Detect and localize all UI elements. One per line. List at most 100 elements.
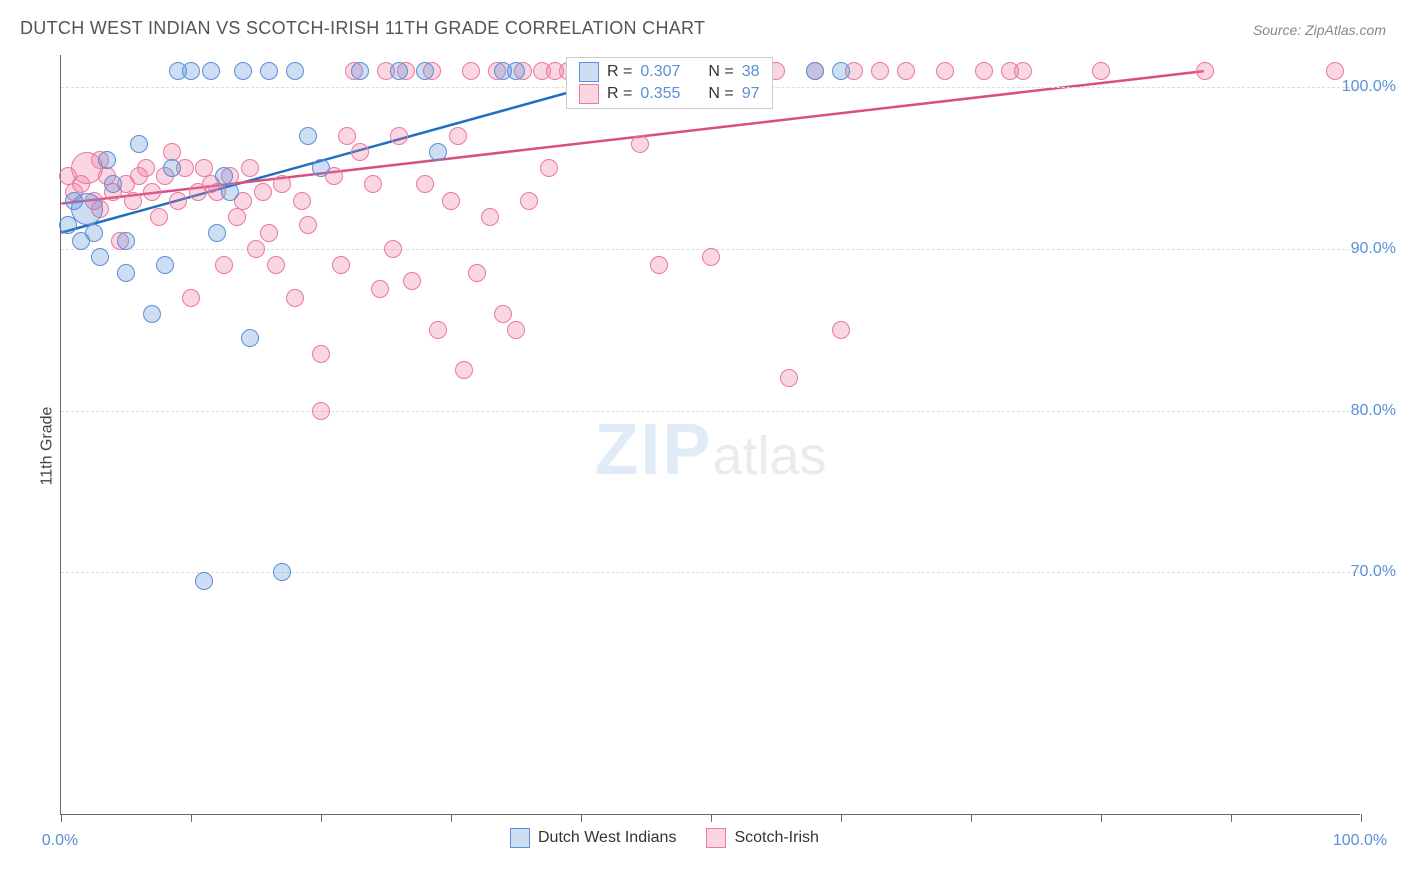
scatter-point-b [182, 289, 200, 307]
scatter-point-a [117, 264, 135, 282]
scatter-point-b [228, 208, 246, 226]
watermark-zip: ZIP [594, 410, 712, 490]
x-tick [1231, 814, 1232, 822]
x-tick [581, 814, 582, 822]
scatter-point-b [702, 248, 720, 266]
scatter-point-b [286, 289, 304, 307]
scatter-point-b [975, 62, 993, 80]
scatter-point-b [462, 62, 480, 80]
scatter-point-b [1014, 62, 1032, 80]
scatter-point-b [650, 256, 668, 274]
scatter-point-b [540, 159, 558, 177]
scatter-point-b [520, 192, 538, 210]
scatter-point-b [332, 256, 350, 274]
gridline-h [61, 572, 1360, 573]
legend-item-a: Dutch West Indians [510, 828, 676, 848]
y-axis-label: 11th Grade [38, 407, 56, 486]
scatter-point-b [1092, 62, 1110, 80]
scatter-point-a [195, 572, 213, 590]
scatter-point-a [104, 175, 122, 193]
legend-swatch-b [579, 84, 599, 104]
scatter-point-b [364, 175, 382, 193]
scatter-point-b [143, 183, 161, 201]
n-label-b: N = [708, 85, 733, 103]
n-value-b: 97 [742, 85, 760, 103]
x-tick-label: 100.0% [1333, 832, 1387, 850]
scatter-point-b [468, 264, 486, 282]
scatter-point-b [293, 192, 311, 210]
x-tick [1101, 814, 1102, 822]
scatter-point-a [156, 256, 174, 274]
scatter-point-b [390, 127, 408, 145]
scatter-point-b [338, 127, 356, 145]
scatter-point-a [312, 159, 330, 177]
scatter-point-a [85, 224, 103, 242]
scatter-point-b [403, 272, 421, 290]
legend-bottom-label-a: Dutch West Indians [538, 829, 676, 847]
r-label-b: R = [607, 85, 632, 103]
x-tick [451, 814, 452, 822]
x-tick [191, 814, 192, 822]
scatter-point-b [241, 159, 259, 177]
scatter-point-a [260, 62, 278, 80]
legend-row-b: R = 0.355 N = 97 [579, 84, 760, 104]
scatter-point-b [150, 208, 168, 226]
scatter-point-a [299, 127, 317, 145]
scatter-point-b [137, 159, 155, 177]
scatter-point-b [260, 224, 278, 242]
watermark-atlas: atlas [712, 426, 826, 486]
scatter-point-a [507, 62, 525, 80]
legend-swatch-a [579, 62, 599, 82]
scatter-point-a [91, 248, 109, 266]
scatter-point-b [312, 402, 330, 420]
x-tick [711, 814, 712, 822]
scatter-point-a [182, 62, 200, 80]
scatter-point-a [806, 62, 824, 80]
scatter-point-b [254, 183, 272, 201]
scatter-point-b [871, 62, 889, 80]
scatter-point-b [455, 361, 473, 379]
x-tick [1361, 814, 1362, 822]
scatter-point-a [163, 159, 181, 177]
chart-title: DUTCH WEST INDIAN VS SCOTCH-IRISH 11TH G… [20, 18, 705, 39]
x-tick [971, 814, 972, 822]
legend-row-a: R = 0.307 N = 38 [579, 62, 760, 82]
scatter-point-b [273, 175, 291, 193]
scatter-point-b [312, 345, 330, 363]
scatter-point-b [449, 127, 467, 145]
watermark: ZIPatlas [594, 409, 826, 491]
y-tick-label: 90.0% [1351, 240, 1396, 258]
scatter-point-b [299, 216, 317, 234]
plot-area: ZIPatlas R = 0.307 N = 38 R = 0.355 N = … [60, 55, 1360, 815]
scatter-point-a [234, 62, 252, 80]
scatter-point-b [169, 192, 187, 210]
scatter-point-a [416, 62, 434, 80]
r-value-b: 0.355 [640, 85, 680, 103]
scatter-point-a [130, 135, 148, 153]
gridline-h [61, 411, 1360, 412]
n-value-a: 38 [742, 63, 760, 81]
x-tick [321, 814, 322, 822]
legend-item-b: Scotch-Irish [706, 828, 818, 848]
series-legend: Dutch West Indians Scotch-Irish [510, 828, 819, 848]
correlation-legend: R = 0.307 N = 38 R = 0.355 N = 97 [566, 57, 773, 109]
n-label-a: N = [708, 63, 733, 81]
legend-bottom-swatch-a [510, 828, 530, 848]
y-tick-label: 70.0% [1351, 563, 1396, 581]
scatter-point-b [897, 62, 915, 80]
scatter-point-b [429, 321, 447, 339]
scatter-point-a [351, 62, 369, 80]
x-tick [841, 814, 842, 822]
scatter-point-a [202, 62, 220, 80]
scatter-point-a [241, 329, 259, 347]
scatter-point-b [936, 62, 954, 80]
scatter-point-a [390, 62, 408, 80]
scatter-point-b [267, 256, 285, 274]
legend-bottom-swatch-b [706, 828, 726, 848]
scatter-point-a [273, 563, 291, 581]
r-label-a: R = [607, 63, 632, 81]
scatter-point-a [208, 224, 226, 242]
y-tick-label: 100.0% [1342, 78, 1396, 96]
scatter-point-a [286, 62, 304, 80]
scatter-point-a [117, 232, 135, 250]
